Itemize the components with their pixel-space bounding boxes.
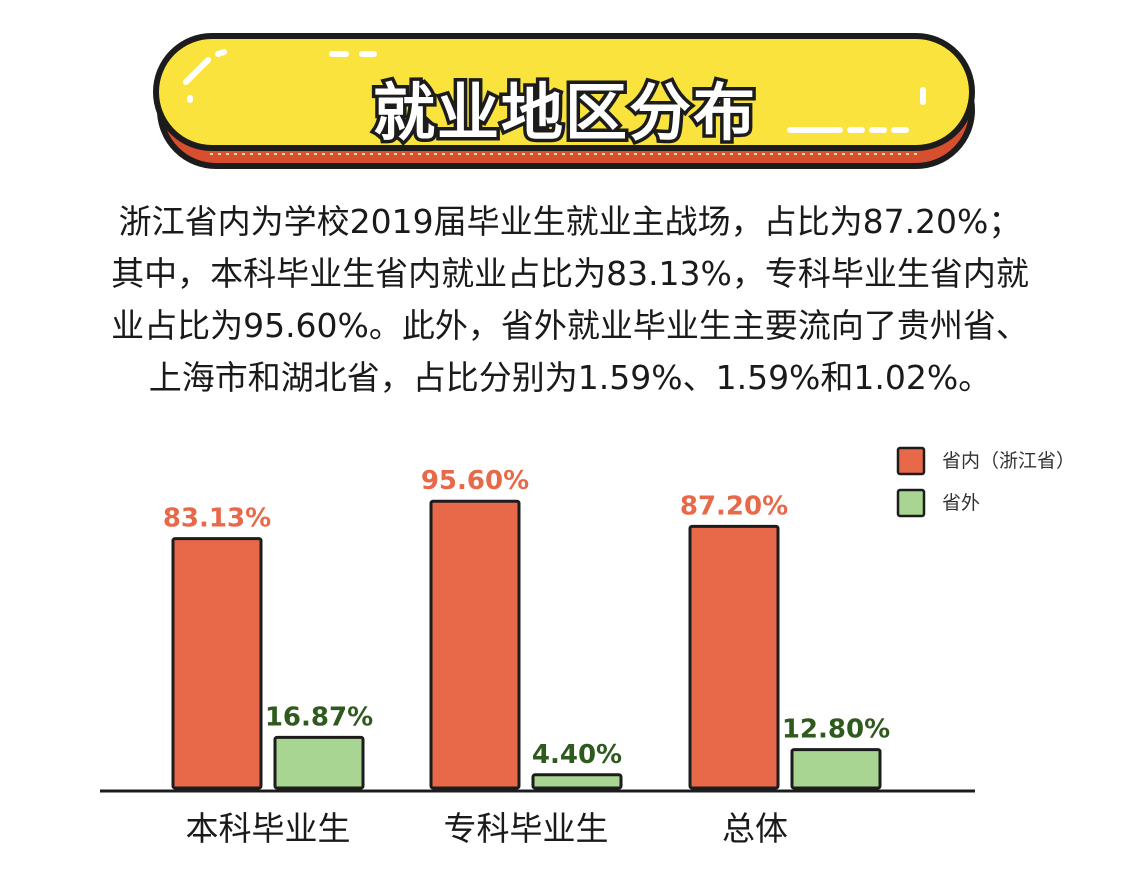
paragraph-line-2: 其中，本科毕业生省内就业占比为83.13%，专科毕业生省内就	[111, 254, 1029, 293]
bar-out-1	[273, 735, 365, 790]
legend-label-2: 省外	[942, 492, 980, 514]
category-label-3: 总体	[722, 809, 788, 848]
data-label-out-3: 12.80%	[782, 715, 890, 745]
data-label-in-3: 87.20%	[680, 491, 788, 521]
category-label-2: 专科毕业生	[444, 809, 609, 848]
data-label-in-1: 83.13%	[163, 504, 271, 534]
bar-in-3	[688, 524, 780, 790]
page-title: 就业地区分布	[369, 73, 758, 153]
legend-swatch-2	[896, 488, 926, 518]
paragraph-line-4: 上海市和湖北省，占比分别为1.59%、1.59%和1.02%。	[148, 358, 992, 397]
banner-shape	[153, 33, 975, 169]
bar-chart: 83.13% 16.87% 本科毕业生 95.60% 4.40% 专科毕业生 87.20% 1…	[100, 446, 1075, 848]
data-label-out-1: 16.87%	[265, 702, 373, 732]
bar-in-1	[171, 537, 263, 790]
data-label-in-2: 95.60%	[421, 466, 529, 496]
bar-out-3	[790, 748, 882, 790]
title-banner: 就业地区分布	[150, 30, 980, 170]
bar-in-2	[429, 499, 521, 790]
legend-swatch-1	[896, 446, 926, 476]
data-label-out-2: 4.40%	[532, 740, 622, 770]
paragraph-line-3: 业占比为95.60%。此外，省外就业毕业生主要流向了贵州省、	[111, 306, 1029, 345]
description-paragraph: 浙江省内为学校2019届毕业生就业主战场，占比为87.20%； 其中，本科毕业生…	[10, 196, 1130, 404]
bar-out-2	[531, 773, 623, 790]
legend-label-1: 省内（浙江省）	[942, 450, 1075, 472]
category-label-1: 本科毕业生	[186, 809, 351, 848]
paragraph-line-1: 浙江省内为学校2019届毕业生就业主战场，占比为87.20%；	[118, 202, 1022, 241]
